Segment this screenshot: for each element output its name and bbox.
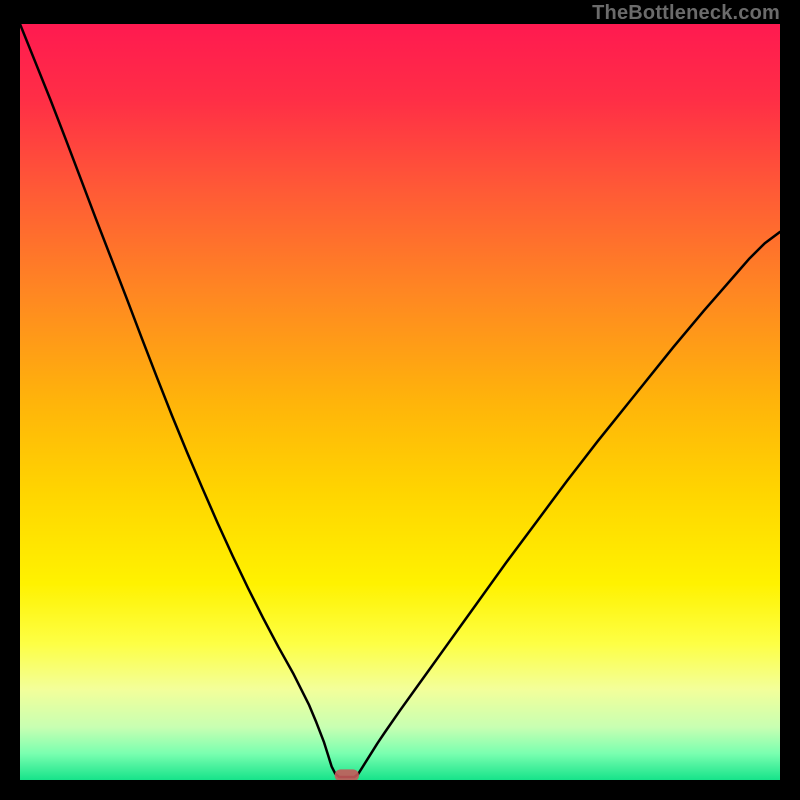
bottleneck-chart: [20, 24, 780, 780]
optimum-marker: [335, 769, 359, 780]
watermark-text: TheBottleneck.com: [592, 2, 780, 25]
chart-svg: [20, 24, 780, 780]
chart-frame: TheBottleneck.com: [0, 0, 800, 800]
chart-background: [20, 24, 780, 780]
